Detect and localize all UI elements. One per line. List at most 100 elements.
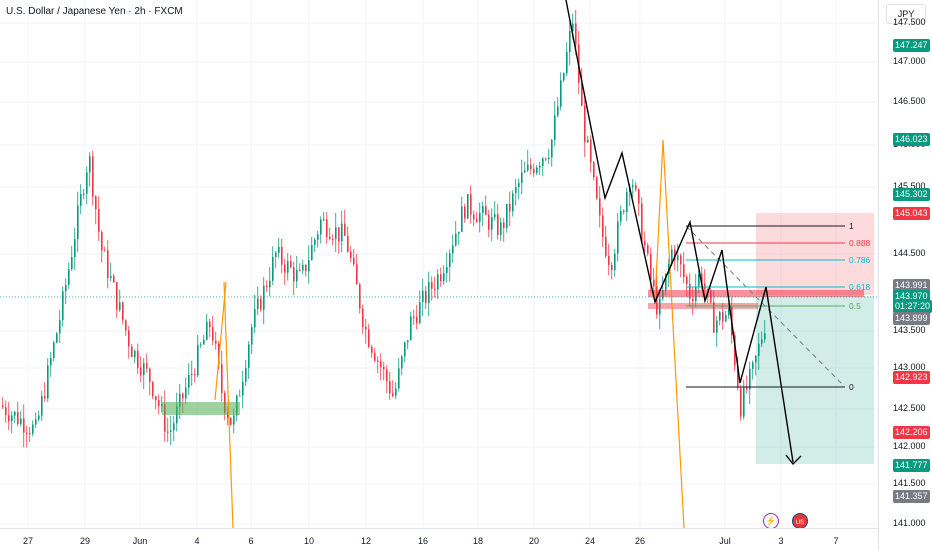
candle-body xyxy=(101,232,103,251)
candle-body xyxy=(680,255,682,265)
candle-body xyxy=(614,253,616,271)
candle-body xyxy=(728,307,730,316)
candle-body xyxy=(749,368,751,390)
candle-body xyxy=(704,283,706,289)
candle-body xyxy=(398,368,400,389)
candle-body xyxy=(50,357,52,366)
candle-body xyxy=(152,382,154,397)
candle-body xyxy=(80,193,82,206)
candle-body xyxy=(659,298,661,315)
candle-body xyxy=(290,261,292,268)
candle-body xyxy=(281,246,283,265)
candle-body xyxy=(452,245,454,254)
candle-body xyxy=(353,257,355,265)
time-tick: 27 xyxy=(22,536,34,546)
price-scale[interactable]: JPY 147.500147.000146.500146.000145.5001… xyxy=(878,0,932,550)
candle-body xyxy=(584,105,586,143)
candle-body xyxy=(158,400,160,407)
candle-body xyxy=(173,423,175,431)
candle-body xyxy=(104,250,106,252)
candle-body xyxy=(107,250,109,278)
stop-loss-zone xyxy=(756,213,874,295)
candle-body xyxy=(359,284,361,309)
currency-label[interactable]: JPY xyxy=(886,4,926,24)
candle-body xyxy=(467,194,469,219)
candle-body xyxy=(608,255,610,266)
candle-body xyxy=(533,168,535,174)
time-scale[interactable]: 27 29 Jun 4 6 10 12 16 18 20 24 26 Jul 3 7 xyxy=(0,528,878,550)
lightning-event-icon[interactable]: ⚡ xyxy=(763,513,779,529)
candle-body xyxy=(638,189,640,204)
candle-body xyxy=(8,415,10,422)
candle-body xyxy=(737,365,739,389)
candle-body xyxy=(134,350,136,358)
candle-body xyxy=(650,253,652,280)
candle-body xyxy=(86,172,88,194)
candle-body xyxy=(494,214,496,218)
time-tick: 3 xyxy=(778,536,784,546)
candle-body xyxy=(257,298,259,310)
price-tag: 145.302 xyxy=(893,188,930,201)
candle-body xyxy=(656,286,658,315)
candle-body xyxy=(119,302,121,310)
candle-body xyxy=(725,315,727,322)
candle-body xyxy=(74,239,76,258)
candle-body xyxy=(593,162,595,178)
time-tick: 24 xyxy=(584,536,596,546)
candle-body xyxy=(233,415,235,425)
candle-body xyxy=(44,396,46,399)
candle-body xyxy=(575,23,577,45)
price-tick: 143.500 xyxy=(893,325,926,335)
candle-body xyxy=(221,364,223,393)
candle-body xyxy=(287,261,289,273)
time-tick: Jun xyxy=(132,536,148,546)
candle-body xyxy=(605,236,607,256)
candle-body xyxy=(488,214,490,230)
candle-body xyxy=(572,23,574,31)
candle-body xyxy=(707,288,709,291)
candle-body xyxy=(143,363,145,376)
candle-body xyxy=(92,156,94,197)
candle-body xyxy=(116,282,118,310)
candle-body xyxy=(566,52,568,74)
us-flag-event-icon[interactable]: US xyxy=(792,513,808,529)
candle-body xyxy=(65,285,67,292)
candle-body xyxy=(443,273,445,282)
candle-body xyxy=(719,312,721,321)
candle-body xyxy=(692,298,694,302)
candle-body xyxy=(626,191,628,213)
candle-body xyxy=(764,333,766,340)
candle-body xyxy=(380,360,382,368)
candle-body xyxy=(266,285,268,288)
candle-body xyxy=(182,393,184,399)
candle-body xyxy=(599,198,601,216)
candle-body xyxy=(56,333,58,343)
candle-body xyxy=(641,203,643,241)
candle-body xyxy=(479,213,481,222)
candle-body xyxy=(68,269,70,286)
price-tick: 147.000 xyxy=(893,56,926,66)
fib-level-label: 1 xyxy=(849,221,854,231)
candle-body xyxy=(497,214,499,236)
price-tick: 143.000 xyxy=(893,362,926,372)
candle-body xyxy=(740,388,742,417)
candle-body xyxy=(611,265,613,271)
candle-body xyxy=(17,411,19,425)
price-tick: 141.500 xyxy=(893,478,926,488)
candle-body xyxy=(563,73,565,81)
candle-body xyxy=(179,393,181,407)
cycle-line xyxy=(223,281,234,529)
candle-body xyxy=(392,393,394,396)
candle-body xyxy=(227,412,229,418)
chart-area[interactable]: U.S. Dollar / Japanese Yen · 2h · FXCM 1… xyxy=(0,0,878,529)
candle-body xyxy=(155,396,157,401)
chart-title: U.S. Dollar / Japanese Yen · 2h · FXCM xyxy=(6,6,183,17)
candle-body xyxy=(596,177,598,199)
candle-body xyxy=(449,253,451,268)
price-tag: 01:27:20 xyxy=(893,300,932,313)
candle-body xyxy=(341,223,343,242)
candle-body xyxy=(83,193,85,195)
price-tick: 142.000 xyxy=(893,441,926,451)
candle-body xyxy=(197,345,199,376)
candle-body xyxy=(278,246,280,253)
